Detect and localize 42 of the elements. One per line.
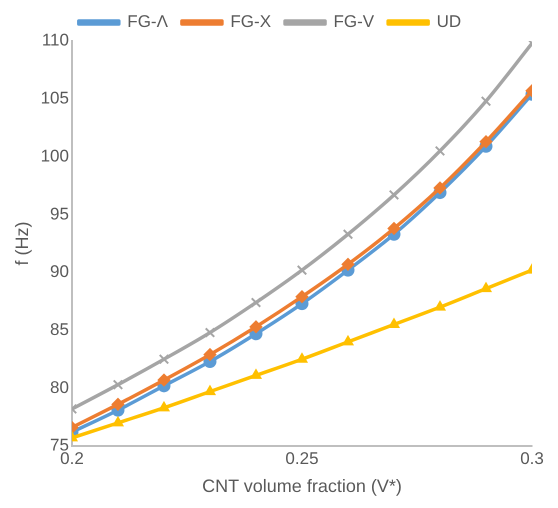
x-axis-title: CNT volume fraction (V*): [202, 476, 402, 496]
point: [342, 335, 354, 346]
point: [296, 352, 308, 363]
point: [388, 318, 400, 328]
point: [480, 96, 492, 106]
x-tick-label: 0.3: [520, 448, 544, 468]
y-tick-label: 110: [42, 30, 69, 50]
legend-label: FG-X: [230, 12, 272, 32]
point: [434, 146, 446, 156]
legend-label: FG-V: [334, 12, 375, 32]
y-tick-label: 95: [50, 204, 69, 224]
point: [250, 297, 262, 308]
point: [111, 398, 124, 411]
x-tick-label: 0.25: [285, 448, 319, 468]
y-tick-label: 100: [40, 146, 69, 166]
y-axis-title: f (Hz): [12, 222, 32, 266]
legend-label: FG-Λ: [127, 12, 169, 32]
point: [158, 401, 170, 412]
point: [249, 320, 262, 334]
point: [342, 229, 354, 240]
point: [204, 327, 216, 338]
point: [388, 190, 400, 200]
point: [204, 385, 216, 396]
point: [479, 135, 492, 148]
point: [433, 181, 446, 194]
point: [480, 282, 492, 292]
point: [387, 222, 400, 235]
y-tick-label: 80: [50, 378, 69, 397]
legend-label: UD: [436, 12, 462, 32]
point: [434, 300, 446, 311]
point: [112, 416, 124, 426]
y-tick-label: 105: [40, 88, 69, 108]
y-tick-label: 85: [50, 320, 69, 339]
point: [112, 379, 124, 390]
point: [341, 258, 354, 271]
point: [295, 290, 308, 304]
y-tick-label: 90: [50, 262, 69, 282]
point: [158, 354, 170, 364]
point: [296, 264, 308, 276]
point: [250, 368, 262, 379]
point: [203, 348, 216, 362]
point: [157, 374, 170, 387]
